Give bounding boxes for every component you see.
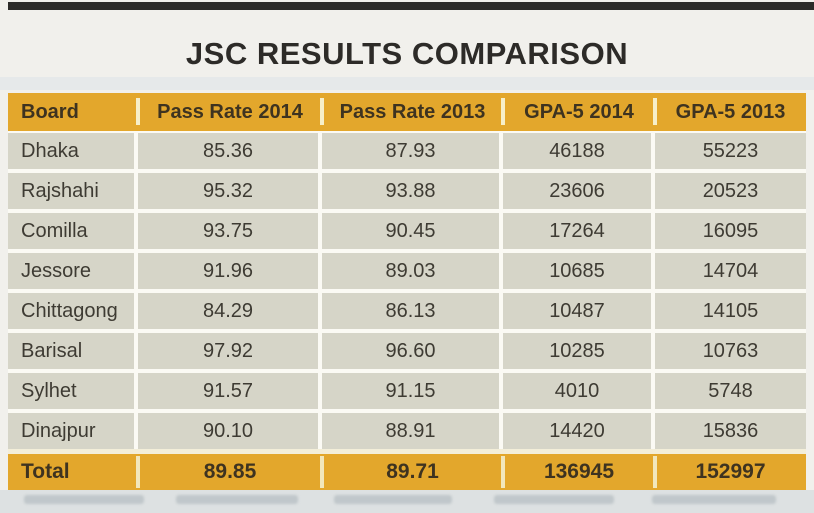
board-cell: Dinajpur [8,413,138,449]
table-row: Chittagong 84.29 86.13 10487 14105 [8,293,806,329]
value-cell: 91.96 [138,253,322,289]
header-divider [501,98,505,125]
total-value-cell: 89.85 [203,460,257,483]
value-cell: 85.36 [138,133,322,169]
value-cell: 23606 [503,173,655,209]
total-divider [653,456,657,488]
column-header-gpa5-2013: GPA-5 2013 [675,100,786,123]
column-header-gpa5-2014: GPA-5 2014 [524,100,634,123]
total-divider [320,456,324,488]
board-cell: Comilla [8,213,138,249]
value-cell: 95.32 [138,173,322,209]
value-cell: 17264 [503,213,655,249]
top-rule [8,2,814,10]
value-cell: 84.29 [138,293,322,329]
total-value-cell: 89.71 [386,460,439,483]
scan-tint-band [0,77,814,90]
bottom-strip [0,490,814,513]
value-cell: 20523 [655,173,806,209]
value-cell: 10285 [503,333,655,369]
board-cell: Sylhet [8,373,138,409]
total-value-cell: 152997 [695,460,766,483]
table-row: Dhaka 85.36 87.93 46188 55223 [8,133,806,169]
header-divider [136,98,140,125]
table-row: Jessore 91.96 89.03 10685 14704 [8,253,806,289]
table-body: Dhaka 85.36 87.93 46188 55223 Rajshahi 9… [8,133,806,449]
table-row: Sylhet 91.57 91.15 4010 5748 [8,373,806,409]
print-showthrough [494,495,614,504]
value-cell: 87.93 [322,133,503,169]
value-cell: 10487 [503,293,655,329]
board-cell: Barisal [8,333,138,369]
value-cell: 4010 [503,373,655,409]
header-divider [653,98,657,125]
table-row: Rajshahi 95.32 93.88 23606 20523 [8,173,806,209]
value-cell: 46188 [503,133,655,169]
column-header-pass-2013: Pass Rate 2013 [339,100,486,123]
value-cell: 88.91 [322,413,503,449]
value-cell: 96.60 [322,333,503,369]
table-total-row: Total 89.85 89.71 136945 152997 [8,454,806,490]
value-cell: 86.13 [322,293,503,329]
total-row-divider [8,449,806,454]
board-cell: Jessore [8,253,138,289]
value-cell: 97.92 [138,333,322,369]
value-cell: 93.75 [138,213,322,249]
total-value-cell: 136945 [543,460,615,483]
board-cell: Dhaka [8,133,138,169]
page-title: JSC RESULTS COMPARISON [185,36,629,71]
print-showthrough [24,495,144,504]
column-header-pass-2014: Pass Rate 2014 [157,100,303,123]
print-showthrough [652,495,776,504]
total-divider [136,456,140,488]
value-cell: 93.88 [322,173,503,209]
board-cell: Rajshahi [8,173,138,209]
table-row: Barisal 97.92 96.60 10285 10763 [8,333,806,369]
board-cell: Chittagong [8,293,138,329]
value-cell: 10763 [655,333,806,369]
column-header-board: Board [21,100,79,123]
value-cell: 91.15 [322,373,503,409]
value-cell: 14704 [655,253,806,289]
value-cell: 90.10 [138,413,322,449]
value-cell: 14105 [655,293,806,329]
total-divider [501,456,505,488]
value-cell: 89.03 [322,253,503,289]
header-underline [8,131,806,133]
value-cell: 16095 [655,213,806,249]
header-divider [320,98,324,125]
table-header-row: Board Pass Rate 2014 Pass Rate 2013 GPA-… [8,93,806,131]
table-row: Dinajpur 90.10 88.91 14420 15836 [8,413,806,449]
print-showthrough [334,495,452,504]
value-cell: 55223 [655,133,806,169]
value-cell: 5748 [655,373,806,409]
value-cell: 91.57 [138,373,322,409]
value-cell: 15836 [655,413,806,449]
value-cell: 10685 [503,253,655,289]
print-showthrough [176,495,298,504]
table-row: Comilla 93.75 90.45 17264 16095 [8,213,806,249]
value-cell: 90.45 [322,213,503,249]
total-label-cell: Total [21,460,70,483]
results-table: Board Pass Rate 2014 Pass Rate 2013 GPA-… [8,93,806,490]
value-cell: 14420 [503,413,655,449]
